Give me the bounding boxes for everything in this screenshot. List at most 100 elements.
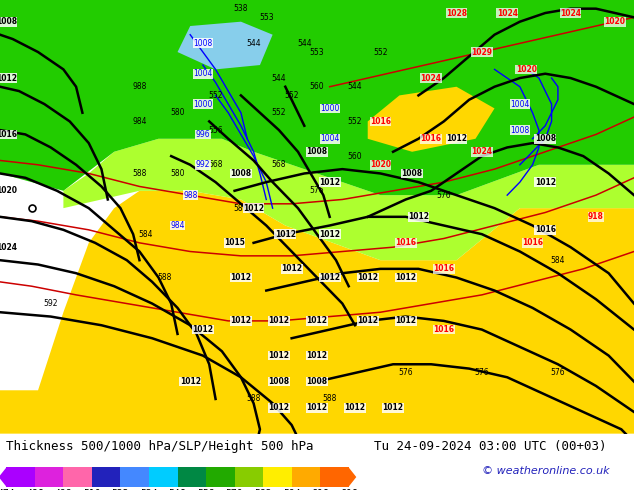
Text: 568: 568	[209, 160, 223, 169]
Text: 584: 584	[139, 230, 153, 239]
Text: 1012: 1012	[408, 212, 429, 221]
Text: 606: 606	[340, 489, 358, 490]
Text: Tu 24-09-2024 03:00 UTC (00+03): Tu 24-09-2024 03:00 UTC (00+03)	[374, 441, 607, 453]
Text: 553: 553	[259, 13, 274, 22]
Text: 1008: 1008	[306, 147, 328, 156]
Text: 568: 568	[272, 160, 286, 169]
Polygon shape	[63, 139, 634, 260]
Text: 1012: 1012	[344, 403, 366, 412]
Text: 1004: 1004	[510, 99, 529, 109]
Text: 1020: 1020	[604, 17, 626, 26]
Text: 552: 552	[373, 48, 387, 56]
Bar	[6, 467, 35, 487]
Text: 1012: 1012	[179, 377, 201, 386]
Text: 1028: 1028	[446, 8, 467, 18]
Text: 1012: 1012	[382, 403, 404, 412]
Bar	[235, 467, 263, 487]
Text: 1020: 1020	[515, 65, 537, 74]
Text: © weatheronline.co.uk: © weatheronline.co.uk	[482, 466, 609, 476]
Polygon shape	[0, 191, 634, 434]
Text: 560: 560	[347, 151, 363, 161]
Text: 594: 594	[283, 489, 301, 490]
Polygon shape	[0, 0, 634, 195]
Bar	[263, 467, 292, 487]
Text: Thickness 500/1000 hPa/SLP/Height 500 hPa: Thickness 500/1000 hPa/SLP/Height 500 hP…	[6, 441, 314, 453]
Text: 522: 522	[112, 489, 129, 490]
Text: 1016: 1016	[370, 117, 391, 126]
Text: 1012: 1012	[357, 273, 378, 282]
Text: 582: 582	[254, 489, 272, 490]
Text: 1008: 1008	[510, 125, 529, 135]
Text: 1029: 1029	[471, 48, 493, 56]
Text: 1004: 1004	[320, 134, 339, 143]
Text: 552: 552	[348, 117, 362, 126]
Text: 1008: 1008	[193, 39, 212, 48]
Text: 1024: 1024	[560, 8, 581, 18]
Text: 580: 580	[171, 108, 184, 117]
Text: 570: 570	[226, 489, 243, 490]
Bar	[320, 467, 349, 487]
Text: 1016: 1016	[433, 325, 455, 334]
Polygon shape	[178, 22, 273, 70]
Text: 588: 588	[133, 169, 146, 178]
Text: 1008: 1008	[230, 169, 252, 178]
Bar	[149, 467, 178, 487]
Text: 1012: 1012	[306, 403, 328, 412]
Text: 1008: 1008	[534, 134, 556, 143]
Text: 1008: 1008	[0, 17, 17, 26]
Text: 1024: 1024	[420, 74, 442, 82]
Text: 1012: 1012	[230, 317, 252, 325]
Text: 1012: 1012	[0, 74, 17, 82]
Text: 1012: 1012	[395, 273, 417, 282]
Text: 576: 576	[550, 368, 566, 377]
Text: 1016: 1016	[420, 134, 442, 143]
Text: 544: 544	[271, 74, 287, 82]
Text: 576: 576	[436, 191, 451, 199]
Text: 1012: 1012	[319, 178, 340, 187]
Text: 1012: 1012	[319, 273, 340, 282]
Text: 558: 558	[197, 489, 215, 490]
Polygon shape	[368, 87, 495, 152]
Text: 580: 580	[234, 204, 248, 213]
Text: 1012: 1012	[243, 204, 264, 213]
Text: 584: 584	[551, 256, 565, 265]
Text: 1008: 1008	[268, 377, 290, 386]
Text: 1024: 1024	[0, 243, 17, 252]
Text: 510: 510	[83, 489, 101, 490]
Text: 984: 984	[171, 221, 184, 230]
Text: 592: 592	[44, 299, 58, 308]
Polygon shape	[349, 467, 356, 487]
Text: 534: 534	[140, 489, 158, 490]
Text: 1012: 1012	[357, 317, 378, 325]
Text: 544: 544	[297, 39, 312, 48]
Bar	[178, 467, 206, 487]
Text: 1012: 1012	[281, 265, 302, 273]
Text: 1012: 1012	[192, 325, 214, 334]
Text: 1008: 1008	[401, 169, 423, 178]
Text: 992: 992	[196, 160, 210, 169]
Text: 552: 552	[272, 108, 286, 117]
Text: 576: 576	[309, 186, 325, 196]
Text: 1012: 1012	[268, 351, 290, 360]
Bar	[35, 467, 63, 487]
Text: 588: 588	[323, 394, 337, 403]
Text: 576: 576	[398, 368, 413, 377]
Text: 988: 988	[133, 82, 146, 91]
Text: 546: 546	[169, 489, 186, 490]
Text: 560: 560	[309, 82, 325, 91]
Text: 1012: 1012	[275, 230, 296, 239]
Text: 1000: 1000	[320, 104, 339, 113]
Text: 1016: 1016	[0, 130, 17, 139]
Text: 1012: 1012	[446, 134, 467, 143]
Bar	[292, 467, 320, 487]
Text: 553: 553	[309, 48, 325, 56]
Bar	[206, 467, 235, 487]
Text: 1012: 1012	[268, 403, 290, 412]
Text: 1012: 1012	[395, 317, 417, 325]
Text: 984: 984	[133, 117, 146, 126]
Text: 1020: 1020	[0, 186, 17, 196]
Text: 544: 544	[347, 82, 363, 91]
Text: 538: 538	[234, 4, 248, 13]
Text: 1024: 1024	[471, 147, 493, 156]
Text: 996: 996	[195, 130, 210, 139]
